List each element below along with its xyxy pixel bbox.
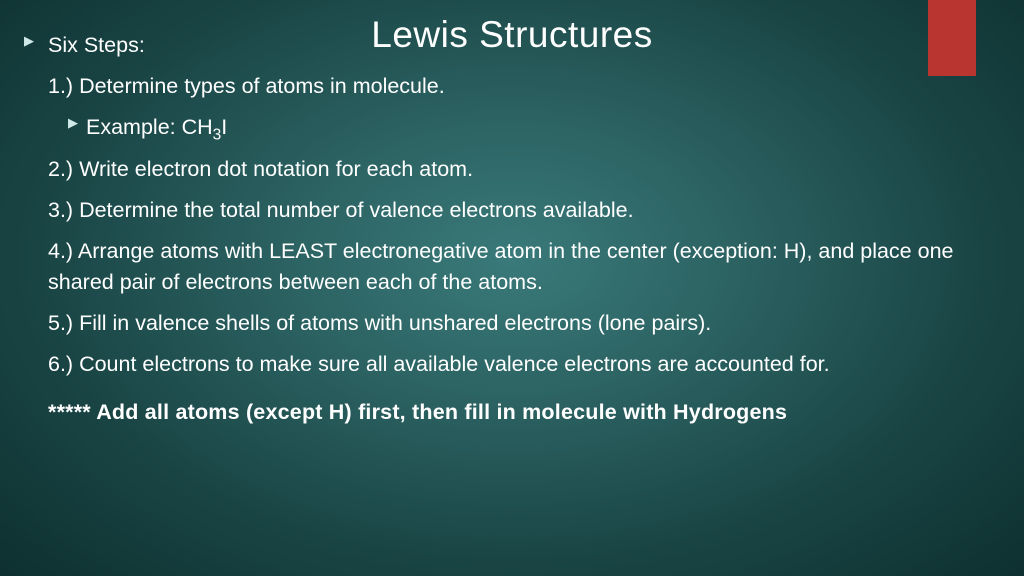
step-3: 3.) Determine the total number of valenc… — [28, 195, 996, 226]
step-4: 4.) Arrange atoms with LEAST electronega… — [28, 236, 996, 298]
step-6: 6.) Count electrons to make sure all ava… — [28, 349, 996, 380]
step-5: 5.) Fill in valence shells of atoms with… — [28, 308, 996, 339]
slide-container: Lewis Structures Six Steps: 1.) Determin… — [0, 0, 1024, 428]
example-subscript: 3 — [213, 127, 222, 144]
footer-note: ***** Add all atoms (except H) first, th… — [28, 397, 996, 428]
steps-heading: Six Steps: — [28, 30, 996, 61]
example-text: Example: CH — [86, 115, 213, 139]
step-2: 2.) Write electron dot notation for each… — [28, 154, 996, 185]
example-tail: I — [221, 115, 227, 139]
step-1: 1.) Determine types of atoms in molecule… — [28, 71, 996, 102]
step-1-example: Example: CH3I — [28, 112, 996, 143]
slide-body: Six Steps: 1.) Determine types of atoms … — [28, 30, 996, 428]
